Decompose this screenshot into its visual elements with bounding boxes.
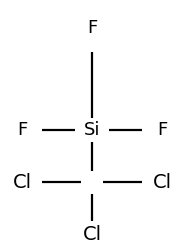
Text: Cl: Cl <box>13 173 32 192</box>
Text: Si: Si <box>84 121 100 139</box>
Text: Cl: Cl <box>152 173 171 192</box>
Text: F: F <box>87 19 97 37</box>
Text: F: F <box>157 121 167 139</box>
Text: F: F <box>17 121 27 139</box>
Text: Cl: Cl <box>82 225 102 243</box>
